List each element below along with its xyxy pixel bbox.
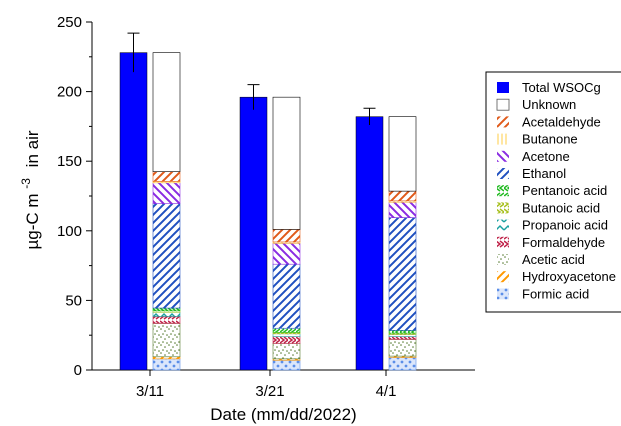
y-axis-title-main: µg-C m (23, 193, 42, 249)
legend-swatch-formaldehyde (497, 236, 509, 248)
legend-swatch-butanoic-acid (497, 202, 509, 214)
stack-segment-formic-acid-3-21 (272, 359, 301, 371)
legend-label-ethanol: Ethanol (522, 166, 566, 181)
stack-segment-formaldehyde-3-21 (272, 336, 301, 344)
stack-segment-acetaldehyde-3-11 (152, 171, 181, 182)
legend-swatch-pentanoic-acid (497, 185, 509, 197)
y-axis-title-suffix: in air (23, 130, 42, 167)
total-bar-4-1 (355, 116, 384, 371)
legend: Total WSOCg Unknown Acetaldehyde Butanone Ac… (485, 71, 621, 313)
y-tick-label: 100 (57, 223, 82, 240)
error-bar-3-11 (127, 32, 140, 73)
y-axis-title-superscript: -3 (19, 178, 33, 189)
x-tick-label: 3/21 (255, 383, 284, 400)
legend-swatch-unknown (496, 98, 510, 111)
stack-segment-acetic-acid-4-1 (388, 339, 417, 357)
legend-label-acetic-acid: Acetic acid (522, 252, 585, 267)
y-tick-label: 0 (74, 362, 82, 379)
x-ticks: 3/11 3/21 4/1 (136, 370, 396, 400)
stack-segment-formaldehyde-3-11 (152, 316, 181, 324)
legend-swatch-butanone (497, 133, 509, 145)
legend-label-propanoic-acid: Propanoic acid (522, 218, 608, 233)
stack-segment-ethanol-3-11 (152, 203, 181, 309)
y-tick-label: 200 (57, 84, 82, 101)
y-axis-title: µg-C m -3 in air (15, 130, 42, 249)
stack-segment-pentanoic-acid-3-11 (152, 307, 181, 312)
stack-segment-unknown-3-21 (272, 96, 301, 230)
x-tick-label: 3/11 (136, 383, 164, 400)
legend-label-unknown: Unknown (522, 97, 576, 112)
x-tick-label: 4/1 (376, 383, 397, 400)
stack-segment-formic-acid-3-11 (152, 358, 181, 371)
legend-label-formaldehyde: Formaldehyde (522, 235, 605, 250)
legend-swatch-ethanol (497, 168, 509, 179)
y-ticks: 0 50 100 150 200 250 (57, 14, 92, 379)
x-axis-title: Date (mm/dd/2022) (210, 405, 356, 424)
stack-segment-acetone-3-11 (152, 182, 181, 204)
legend-label-acetaldehyde: Acetaldehyde (522, 114, 601, 129)
stack-segment-propanoic-acid-3-21 (272, 333, 301, 337)
stack-segment-acetaldehyde-4-1 (388, 190, 417, 202)
legend-label-pentanoic-acid: Pentanoic acid (522, 183, 607, 198)
stack-segment-propanoic-acid-4-1 (388, 334, 417, 337)
stack-segment-acetic-acid-3-11 (152, 323, 181, 358)
legend-swatch-acetaldehyde (497, 116, 509, 128)
stack-segment-pentanoic-acid-3-21 (272, 327, 301, 333)
stack-segment-unknown-3-11 (152, 52, 181, 172)
legend-label-butanoic-acid: Butanoic acid (522, 200, 600, 215)
y-tick-label: 250 (57, 14, 82, 31)
legend-swatch-propanoic-acid (497, 219, 509, 231)
legend-swatch-total-wsocg (497, 82, 509, 93)
bars (119, 32, 417, 371)
legend-swatch-hydroxyacetone (497, 271, 509, 283)
legend-label-formic-acid: Formic acid (522, 286, 589, 301)
error-bar-4-1 (363, 107, 376, 126)
error-bar-3-21 (247, 84, 260, 110)
stack-segment-acetone-3-21 (272, 243, 301, 265)
stack-segment-formic-acid-4-1 (388, 357, 417, 371)
stack-segment-ethanol-3-21 (272, 263, 301, 329)
legend-label-acetone: Acetone (522, 149, 570, 164)
y-tick-label: 150 (57, 153, 82, 170)
stack-segment-propanoic-acid-3-11 (152, 311, 181, 317)
stack-segment-acetone-4-1 (388, 201, 417, 218)
stack-segment-formaldehyde-4-1 (388, 336, 417, 340)
stack-segment-acetic-acid-3-21 (272, 343, 301, 360)
legend-label-butanone: Butanone (522, 132, 578, 147)
total-bar-3-21 (239, 96, 268, 371)
legend-swatch-acetone (497, 150, 509, 162)
legend-label-total-wsocg: Total WSOCg (522, 80, 601, 95)
stack-segment-unknown-4-1 (388, 116, 417, 192)
stack-segment-acetaldehyde-3-21 (272, 229, 301, 243)
stack-segment-pentanoic-acid-4-1 (388, 330, 417, 334)
legend-label-hydroxyacetone: Hydroxyacetone (522, 269, 616, 284)
total-bar-3-11 (119, 52, 148, 371)
y-tick-label: 50 (65, 292, 82, 309)
stack-segment-hydroxyacetone-3-11 (152, 356, 181, 360)
stack-segment-ethanol-4-1 (388, 217, 417, 331)
legend-swatch-formic-acid (497, 288, 509, 300)
legend-swatch-acetic-acid (497, 254, 509, 265)
